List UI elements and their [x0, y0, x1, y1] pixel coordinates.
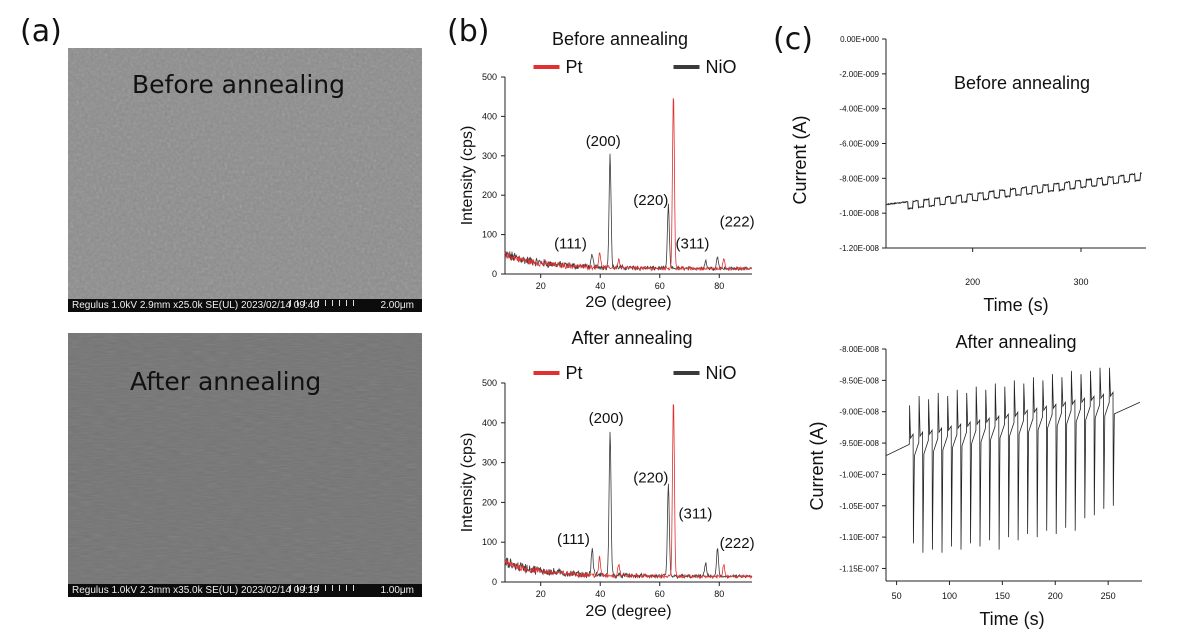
legend-label: Pt: [566, 57, 583, 77]
sem-image-after: After annealing Regulus 1.0kV 2.3mm x35.…: [68, 333, 422, 597]
y-tick-label: -9.00E-008: [839, 408, 879, 417]
y-axis-label: Intensity (cps): [459, 126, 476, 226]
x-axis-label: 2Θ (degree): [585, 603, 671, 620]
scale-bar-ticks: [290, 585, 360, 591]
sem-info-text: Regulus 1.0kV 2.9mm x25.0k SE(UL) 2023/0…: [72, 300, 319, 311]
scale-bar-ticks: [290, 300, 360, 306]
x-tick-label: 40: [595, 281, 605, 291]
y-tick-label: -4.00E-009: [839, 105, 879, 114]
y-tick-label: -6.00E-009: [839, 140, 879, 149]
y-tick-label: -8.00E-009: [839, 174, 879, 183]
x-tick-label: 100: [942, 591, 957, 601]
x-tick-label: 150: [995, 591, 1010, 601]
x-tick-label: 20: [536, 281, 546, 291]
y-tick-label: 500: [482, 72, 497, 82]
panel-label-a: (a): [20, 14, 62, 49]
x-axis-label: Time (s): [979, 609, 1044, 629]
y-tick-label: -8.00E-008: [839, 345, 879, 354]
sem-title: Before annealing: [132, 70, 346, 99]
y-axis-label: Current (A): [807, 421, 827, 510]
y-tick-label: 300: [482, 151, 497, 161]
y-tick-label: 100: [482, 537, 497, 547]
chart-title: After annealing: [571, 328, 692, 348]
x-tick-label: 250: [1101, 591, 1116, 601]
y-tick-label: 500: [482, 378, 497, 388]
peak-label: (311): [676, 235, 710, 252]
x-tick-label: 20: [536, 589, 546, 599]
current-trace: [885, 367, 1141, 553]
series-line-pt: [504, 404, 753, 580]
legend-label: NiO: [706, 57, 737, 77]
x-tick-label: 50: [892, 591, 902, 601]
peak-label: (220): [633, 192, 668, 209]
y-tick-label: -1.00E-007: [839, 470, 879, 479]
y-tick-label: -1.10E-007: [839, 533, 879, 542]
x-tick-label: 40: [595, 589, 605, 599]
xrd-chart-after: 0 100 200 300 400 500 20 40 60 80 After annealing 2…: [459, 328, 755, 620]
legend-label: Pt: [566, 363, 583, 383]
xrd-chart-before: 0 100 200 300 400 500 20 40 60 80 Before annealing…: [459, 29, 755, 311]
chart-title: Before annealing: [954, 73, 1090, 93]
peak-label: (111): [554, 235, 587, 252]
x-tick-label: 300: [1073, 277, 1088, 287]
y-tick-label: 400: [482, 418, 497, 428]
y-tick-label: 0: [492, 577, 497, 587]
peak-label: (111): [557, 531, 590, 548]
y-tick-label: -8.50E-008: [839, 376, 879, 385]
sem-texture: [68, 48, 422, 312]
current-chart-before: 0.00E+000 -2.00E-009 -4.00E-009 -6.00E-009 -…: [790, 35, 1146, 315]
y-tick-label: 0.00E+000: [840, 35, 879, 44]
peak-label: (200): [586, 133, 621, 150]
x-axis-label: 2Θ (degree): [585, 294, 671, 311]
x-tick-label: 60: [655, 281, 665, 291]
sem-info-bar: Regulus 1.0kV 2.3mm x35.0k SE(UL) 2023/0…: [68, 584, 422, 597]
chart-title: After annealing: [955, 332, 1076, 352]
y-tick-label: 200: [482, 190, 497, 200]
y-tick-label: -1.00E-008: [839, 209, 879, 218]
peak-label: (311): [679, 505, 713, 522]
peak-label: (222): [720, 214, 755, 231]
x-axis-label: Time (s): [983, 295, 1048, 315]
x-tick-label: 60: [655, 589, 665, 599]
y-tick-label: 200: [482, 497, 497, 507]
y-tick-label: -1.05E-007: [839, 502, 879, 511]
x-tick-label: 80: [714, 589, 724, 599]
sem-info-bar: Regulus 1.0kV 2.9mm x25.0k SE(UL) 2023/0…: [68, 299, 422, 312]
series-line-pt: [504, 98, 753, 272]
y-axis-label: Intensity (cps): [459, 433, 476, 533]
y-tick-label: -2.00E-009: [839, 70, 879, 79]
sem-info-text: Regulus 1.0kV 2.3mm x35.0k SE(UL) 2023/0…: [72, 585, 319, 596]
chart-title: Before annealing: [552, 29, 688, 49]
sem-image-before: Before annealing Regulus 1.0kV 2.9mm x25…: [68, 48, 422, 312]
y-tick-label: 300: [482, 458, 497, 468]
x-tick-label: 200: [1048, 591, 1063, 601]
y-tick-label: 0: [492, 269, 497, 279]
y-tick-label: -1.15E-007: [839, 564, 879, 573]
y-tick-label: -9.50E-008: [839, 439, 879, 448]
x-tick-label: 200: [965, 277, 980, 287]
scale-bar-label: 1.00μm: [380, 585, 414, 596]
sem-title: After annealing: [130, 367, 322, 396]
y-tick-label: 400: [482, 111, 497, 121]
series-line-nio: [504, 431, 753, 580]
panel-label-b: (b): [447, 14, 490, 49]
y-tick-label: -1.20E-008: [839, 244, 879, 253]
series-line-nio: [504, 153, 753, 272]
peak-label: (222): [720, 535, 755, 552]
current-chart-after: -8.00E-008 -8.50E-008 -9.00E-008 -9.50E-008…: [807, 332, 1142, 629]
x-tick-label: 80: [714, 281, 724, 291]
peak-label: (220): [633, 470, 668, 487]
legend-label: NiO: [706, 363, 737, 383]
y-tick-label: 100: [482, 230, 497, 240]
current-trace: [886, 172, 1142, 210]
peak-label: (200): [589, 410, 624, 427]
y-axis-label: Current (A): [790, 115, 810, 204]
scale-bar-label: 2.00μm: [380, 300, 414, 311]
sem-texture: [68, 333, 422, 597]
panel-label-c: (c): [773, 22, 813, 57]
